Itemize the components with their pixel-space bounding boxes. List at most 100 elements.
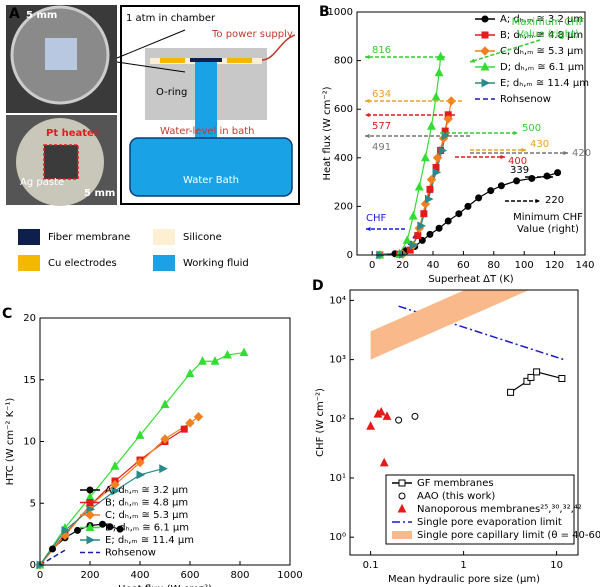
- marker: [382, 411, 392, 420]
- y-axis-label: HTC (W cm⁻² K⁻¹): [5, 398, 16, 486]
- marker: [366, 421, 376, 430]
- marker: [426, 185, 434, 193]
- annotation: 400: [508, 156, 527, 167]
- y-tick-label: 20: [23, 313, 36, 324]
- x-axis-label: Superheat ΔT (K): [428, 274, 513, 285]
- legend-label: D; dₕ,ₘ ≅ 6.1 μm: [500, 62, 584, 73]
- annotation: 577: [372, 121, 391, 132]
- marker: [414, 232, 422, 240]
- arrow-head: [470, 58, 475, 63]
- marker: [426, 230, 434, 238]
- scale-label: 5 mm: [26, 10, 57, 21]
- x-tick-label: 1: [460, 560, 466, 571]
- marker: [487, 187, 495, 195]
- arrow-head: [365, 112, 370, 118]
- heater-label: Pt heater: [46, 128, 99, 139]
- marker: [481, 31, 489, 39]
- marker: [49, 545, 56, 553]
- legend-label: E; dₕ,ₘ ≅ 11.4 μm: [500, 78, 589, 89]
- y-tick-label: 10⁰: [329, 532, 346, 543]
- legend-frame: [385, 474, 575, 545]
- legend-label: A; dₕ,ₘ ≅ 3.2 μm: [500, 14, 583, 25]
- panel-label: A: [9, 6, 20, 22]
- marker: [432, 153, 443, 163]
- series-line: [40, 549, 66, 565]
- marker: [74, 526, 81, 534]
- marker: [431, 91, 441, 101]
- marker: [438, 146, 448, 155]
- y-tick-label: 1000: [328, 7, 353, 18]
- annotation: 420: [572, 148, 591, 159]
- annotation: CHF: [366, 213, 387, 224]
- marker: [513, 177, 521, 185]
- panel-label: B: [319, 4, 330, 20]
- callout-line: [116, 29, 186, 59]
- marker: [135, 430, 145, 439]
- scale-label: 5 mm: [84, 188, 115, 199]
- marker: [455, 210, 463, 218]
- x-tick-label: 20: [396, 260, 409, 271]
- marker: [426, 174, 437, 185]
- series-line: [40, 468, 163, 565]
- series-line: [379, 56, 442, 255]
- y-tick-label: 10²: [329, 414, 346, 425]
- x-tick-label: 120: [545, 260, 564, 271]
- annotation: 220: [545, 195, 564, 206]
- marker: [507, 388, 515, 396]
- marker: [523, 377, 531, 385]
- bath-label: Water Bath: [183, 175, 239, 186]
- fluid-channel: [195, 62, 217, 140]
- marker: [185, 368, 195, 378]
- band: [370, 290, 530, 360]
- marker: [86, 535, 96, 545]
- electrode: [227, 58, 252, 63]
- x-tick-label: 800: [230, 570, 249, 581]
- marker: [436, 51, 446, 61]
- arrow-head: [500, 154, 505, 160]
- x-tick-label: 200: [80, 570, 99, 581]
- marker: [414, 181, 424, 191]
- marker: [85, 522, 95, 531]
- x-tick-label: 40: [427, 260, 440, 271]
- y-axis-label: CHF (W cm⁻²): [315, 388, 326, 457]
- x-tick-label: 400: [130, 570, 149, 581]
- legend-label: Cu electrodes: [48, 258, 117, 269]
- arrow-head: [366, 226, 371, 232]
- legend-swatch: [18, 255, 40, 271]
- marker: [376, 406, 386, 416]
- marker: [424, 194, 434, 204]
- annotation: Minimum CHF: [513, 212, 583, 223]
- arrow-head: [535, 198, 540, 204]
- marker: [446, 96, 456, 106]
- marker: [558, 374, 566, 382]
- arrow-head: [365, 54, 370, 60]
- annotation: 634: [372, 89, 391, 100]
- legend-label: E; dₕ,ₘ ≅ 11.4 μm: [105, 535, 194, 546]
- x-tick-label: 0.1: [363, 560, 379, 571]
- marker: [434, 67, 444, 77]
- marker: [402, 235, 412, 244]
- bath: [129, 137, 293, 197]
- marker: [527, 373, 535, 381]
- marker: [409, 240, 419, 250]
- legend-label: B; dₕ,ₘ ≅ 4.8 μm: [500, 30, 583, 41]
- arrow-head: [563, 150, 568, 156]
- y-tick-label: 10: [23, 437, 36, 448]
- marker: [395, 416, 403, 424]
- y-tick-label: 800: [334, 56, 353, 67]
- marker: [480, 61, 490, 71]
- panel-label: C: [2, 306, 12, 322]
- arrow-head: [513, 130, 518, 136]
- annotation: 816: [372, 45, 391, 56]
- photo-heater: [43, 144, 79, 180]
- arrow-head: [365, 98, 370, 104]
- marker: [420, 210, 428, 218]
- marker: [86, 486, 94, 494]
- marker: [435, 224, 443, 232]
- legend-label: A; dₕ,ₘ ≅ 3.2 μm: [105, 485, 188, 496]
- legend-label: GF membranes: [417, 478, 494, 489]
- legend-label: Fiber membrane: [48, 232, 130, 243]
- y-tick-label: 10³: [329, 355, 346, 366]
- legend-label: D; dₕ,ₘ ≅ 6.1 μm: [105, 523, 189, 534]
